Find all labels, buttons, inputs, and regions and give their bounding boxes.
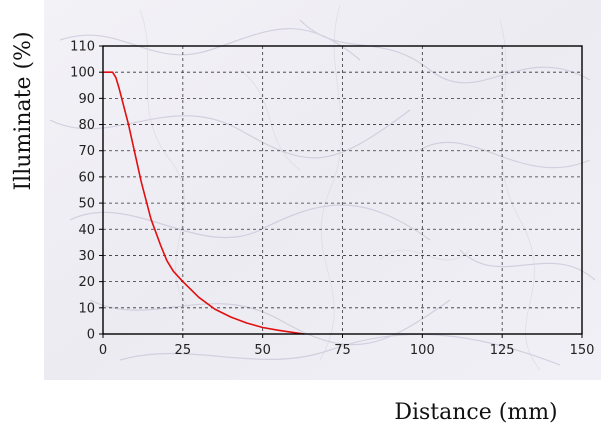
plot-frame bbox=[102, 45, 583, 335]
x-tick-label: 50 bbox=[254, 343, 271, 358]
y-tick-label: 40 bbox=[78, 223, 95, 238]
series-line bbox=[103, 71, 305, 335]
x-tick-label: 25 bbox=[175, 343, 192, 358]
y-tick-label: 110 bbox=[70, 40, 95, 55]
axis-ticks: 0 25 50 75 100 125 150 0 10 20 30 40 50 60 70 80 90 100 11… bbox=[70, 40, 594, 359]
x-tick-label: 0 bbox=[99, 343, 107, 358]
y-tick-label: 80 bbox=[78, 118, 95, 133]
y-tick-label: 70 bbox=[78, 144, 95, 159]
marble-background bbox=[44, 0, 601, 380]
series-layer bbox=[103, 71, 305, 335]
y-tick-label: 50 bbox=[78, 197, 95, 212]
x-tick-label: 125 bbox=[490, 343, 515, 358]
x-tick-label: 75 bbox=[334, 343, 351, 358]
y-axis-label: Illuminate (%) bbox=[11, 31, 36, 190]
y-tick-label: 10 bbox=[78, 301, 95, 316]
y-tick-label: 60 bbox=[78, 170, 95, 185]
x-tick-label: 150 bbox=[570, 343, 595, 358]
x-axis-label: Distance (mm) bbox=[394, 400, 557, 425]
y-tick-label: 30 bbox=[78, 249, 95, 264]
plot-area: 0 25 50 75 100 125 150 0 10 20 30 40 50 60 70 80 90 100 11… bbox=[70, 40, 594, 359]
y-tick-label: 100 bbox=[70, 66, 95, 81]
x-tick-label: 100 bbox=[410, 343, 435, 358]
y-tick-label: 20 bbox=[78, 275, 95, 290]
y-tick-label: 90 bbox=[78, 92, 95, 107]
y-tick-label: 0 bbox=[87, 328, 95, 343]
